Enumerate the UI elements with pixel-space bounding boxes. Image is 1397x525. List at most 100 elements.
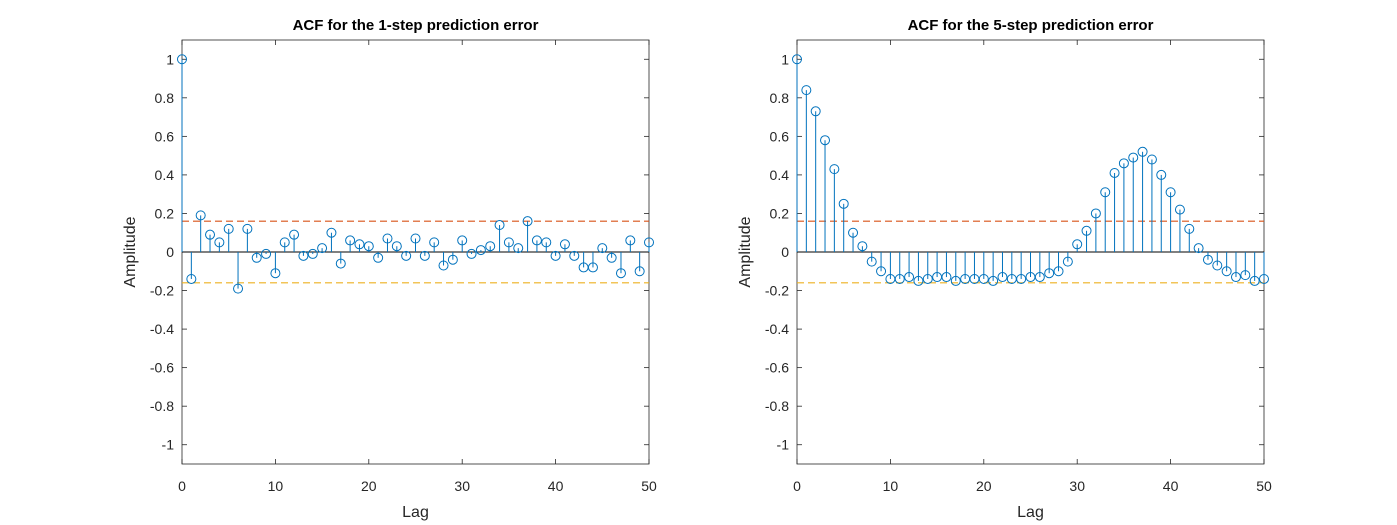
stem-marker xyxy=(233,283,244,294)
stem-marker xyxy=(1202,254,1213,265)
stem-marker xyxy=(475,245,486,256)
y-tick-label: 1 xyxy=(781,51,789,67)
stem-marker xyxy=(1146,154,1157,165)
stem-marker xyxy=(597,243,608,254)
stem-marker xyxy=(354,239,365,250)
x-tick-label: 20 xyxy=(361,478,377,494)
x-tick-label: 50 xyxy=(1256,478,1272,494)
stem-marker xyxy=(1193,243,1204,254)
x-tick-label: 0 xyxy=(178,478,186,494)
stem-marker xyxy=(1137,146,1148,157)
y-tick-label: -0.4 xyxy=(765,321,789,337)
stem-marker xyxy=(447,254,458,265)
stem-marker xyxy=(373,252,384,263)
x-axis-label: Lag xyxy=(402,504,429,521)
stem-marker xyxy=(429,237,440,248)
y-tick-label: 0 xyxy=(781,244,789,260)
stem-marker xyxy=(913,275,924,286)
stem-marker xyxy=(792,54,802,65)
stem-marker xyxy=(634,266,645,277)
stem-marker xyxy=(876,266,887,277)
stem-marker xyxy=(513,243,524,254)
stem-marker xyxy=(335,258,346,269)
stem-marker xyxy=(922,273,933,284)
stem-marker xyxy=(1165,187,1176,198)
stem-marker xyxy=(382,233,393,244)
stem-marker xyxy=(214,237,225,248)
y-tick-label: 0.2 xyxy=(155,205,175,221)
y-tick-label: -0.4 xyxy=(150,321,174,337)
x-tick-label: 40 xyxy=(1163,478,1179,494)
x-axis-label: Lag xyxy=(1017,504,1044,521)
stem-marker xyxy=(531,235,542,246)
stem-marker xyxy=(205,229,216,240)
stem-marker xyxy=(419,250,430,261)
y-tick-label: 1 xyxy=(166,51,174,67)
stem-marker xyxy=(1156,169,1167,180)
stem-marker xyxy=(503,237,514,248)
stem-marker xyxy=(941,272,952,283)
y-axis-label: Amplitude xyxy=(122,216,139,287)
stem-marker xyxy=(1044,268,1055,279)
stem-marker xyxy=(1128,152,1139,163)
stem-marker xyxy=(391,241,402,252)
stem-marker xyxy=(485,241,496,252)
stem-marker xyxy=(1100,187,1111,198)
y-tick-label: 0.6 xyxy=(155,128,175,144)
stem-marker xyxy=(644,237,654,248)
stem-marker xyxy=(1090,208,1101,219)
x-tick-label: 30 xyxy=(1069,478,1085,494)
stem-marker xyxy=(457,235,468,246)
stem-marker xyxy=(866,256,877,267)
stem-marker xyxy=(541,237,552,248)
stem-marker xyxy=(1081,225,1092,236)
stem-marker xyxy=(1221,266,1232,277)
y-tick-label: -0.2 xyxy=(765,283,789,299)
stem-marker xyxy=(988,275,999,286)
stem-marker xyxy=(904,272,915,283)
x-tick-label: 10 xyxy=(883,478,899,494)
stem-marker xyxy=(345,235,356,246)
y-tick-label: -0.2 xyxy=(150,283,174,299)
stem-marker xyxy=(810,106,821,117)
x-tick-label: 30 xyxy=(454,478,470,494)
acf-5-step-chart: ACF for the 5-step prediction error Lag … xyxy=(737,17,1272,521)
y-axis-label: Amplitude xyxy=(737,216,754,287)
stem-marker xyxy=(1118,158,1129,169)
stem-marker xyxy=(1184,223,1195,234)
stem-marker xyxy=(1016,273,1027,284)
chart-title: ACF for the 5-step prediction error xyxy=(908,17,1154,34)
stem-marker xyxy=(625,235,636,246)
y-tick-label: 0.8 xyxy=(155,90,175,106)
stem-marker xyxy=(1072,239,1083,250)
stem-marker xyxy=(848,227,859,238)
stem-marker xyxy=(298,250,309,261)
stem-marker xyxy=(1212,260,1223,271)
y-tick-label: 0.6 xyxy=(770,128,790,144)
stem-marker xyxy=(289,229,300,240)
stem-marker xyxy=(820,135,831,146)
stem-marker xyxy=(1034,272,1045,283)
stem-marker xyxy=(438,260,449,271)
y-tick-label: 0 xyxy=(166,244,174,260)
stem-marker xyxy=(1230,272,1241,283)
y-tick-label: 0.4 xyxy=(770,167,790,183)
stem-marker xyxy=(494,220,505,231)
stem-marker xyxy=(522,216,533,227)
stem-marker xyxy=(363,241,374,252)
stem-marker xyxy=(569,250,580,261)
x-tick-label: 20 xyxy=(976,478,992,494)
chart-title: ACF for the 1-step prediction error xyxy=(293,17,539,34)
stem-marker xyxy=(550,250,561,261)
stem-marker xyxy=(279,237,290,248)
stem-marker xyxy=(857,241,868,252)
stem-marker xyxy=(950,275,961,286)
stem-marker xyxy=(317,243,328,254)
stem-marker xyxy=(997,272,1008,283)
stem-marker xyxy=(829,164,840,175)
stem-marker xyxy=(261,248,272,259)
stem-marker xyxy=(1240,270,1251,281)
x-tick-label: 40 xyxy=(548,478,564,494)
acf-1-step-chart: ACF for the 1-step prediction error Lag … xyxy=(122,17,657,521)
stem-marker xyxy=(894,273,905,284)
